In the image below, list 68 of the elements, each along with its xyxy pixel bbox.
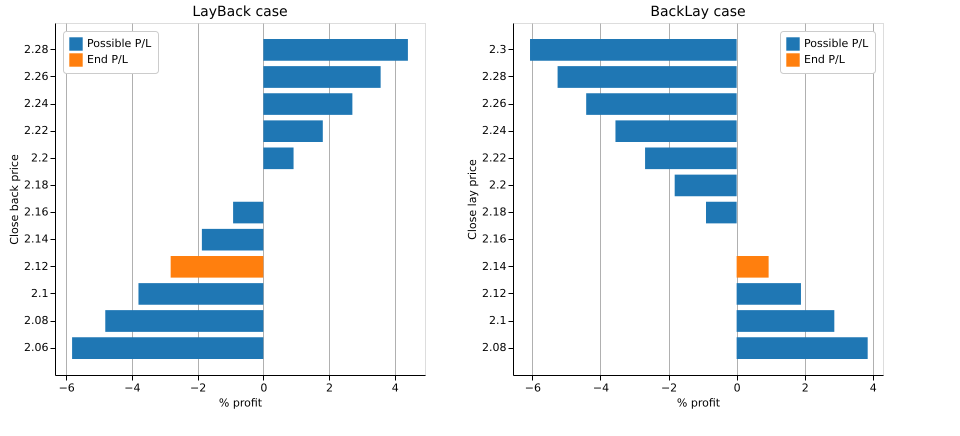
bar (263, 147, 294, 170)
y-tick-label: 2.16 (24, 206, 48, 219)
bar (530, 39, 737, 61)
y-tick-label: 2.26 (482, 97, 506, 110)
y-tick-label: 2.14 (24, 232, 48, 246)
x-tick-label: 2 (802, 382, 809, 394)
x-tick-label: 0 (734, 382, 741, 394)
bar (615, 120, 737, 142)
chart-title: LayBack case (192, 4, 288, 20)
bar (706, 202, 737, 224)
y-tick-label: 2.18 (482, 206, 506, 219)
y-tick-label: 2.28 (24, 42, 48, 56)
x-tick-label: 4 (392, 382, 399, 394)
x-axis-title: % profit (218, 396, 263, 410)
y-axis-title: Close back price (8, 154, 22, 245)
bar (558, 66, 737, 88)
x-tick-label: 2 (326, 382, 334, 394)
bar (138, 283, 264, 305)
y-tick-label: 2.08 (24, 314, 48, 328)
y-tick-label: 2.3 (489, 42, 506, 56)
bar (586, 93, 737, 115)
x-axis-title: % profit (676, 396, 721, 410)
bar (736, 256, 769, 278)
y-tick-label: 2.12 (482, 286, 506, 300)
y-tick-label: 2.14 (482, 260, 506, 273)
y-tick-label: 2.2 (31, 151, 48, 164)
y-tick-label: 2.16 (482, 232, 506, 246)
y-tick-label: 2.18 (24, 178, 48, 192)
x-tick-label: −4 (592, 382, 610, 394)
bar (263, 120, 323, 142)
y-tick-label: 2.12 (24, 260, 48, 273)
y-tick-label: 2.2 (489, 178, 506, 192)
bar (170, 256, 264, 278)
x-tick-label: 0 (260, 382, 268, 394)
bar (736, 310, 834, 332)
x-tick-label: −6 (524, 382, 542, 394)
bar (202, 228, 264, 251)
bar (105, 310, 264, 332)
legend-label: End P/L (87, 53, 129, 66)
bar (645, 147, 737, 170)
x-tick-label: −2 (190, 382, 206, 394)
y-tick-label: 2.06 (24, 341, 48, 354)
bar (72, 337, 264, 359)
x-tick-label: 4 (870, 382, 877, 394)
y-tick-label: 2.22 (482, 151, 506, 164)
legend-label: Possible P/L (87, 37, 152, 50)
y-tick-label: 2.24 (24, 97, 48, 110)
y-tick-label: 2.24 (482, 124, 506, 138)
y-tick-label: 2.08 (482, 341, 506, 354)
bar (263, 93, 352, 115)
bar (736, 283, 801, 305)
y-tick-label: 2.28 (482, 70, 506, 83)
y-axis-title: Close lay price (466, 158, 480, 240)
y-tick-label: 2.1 (489, 314, 506, 328)
bar (674, 174, 737, 196)
y-tick-label: 2.22 (24, 124, 48, 138)
bar (736, 337, 868, 359)
bar (263, 39, 408, 61)
x-tick-label: −6 (58, 382, 75, 394)
y-tick-label: 2.1 (31, 286, 48, 300)
y-tick-label: 2.26 (24, 70, 48, 83)
legend-label: Possible P/L (804, 37, 870, 50)
bar (233, 202, 264, 224)
chart-title: BackLay case (650, 4, 746, 20)
legend-label: End P/L (804, 53, 846, 66)
x-tick-label: −2 (660, 382, 678, 394)
x-tick-label: −4 (124, 382, 140, 394)
bar (263, 66, 381, 88)
